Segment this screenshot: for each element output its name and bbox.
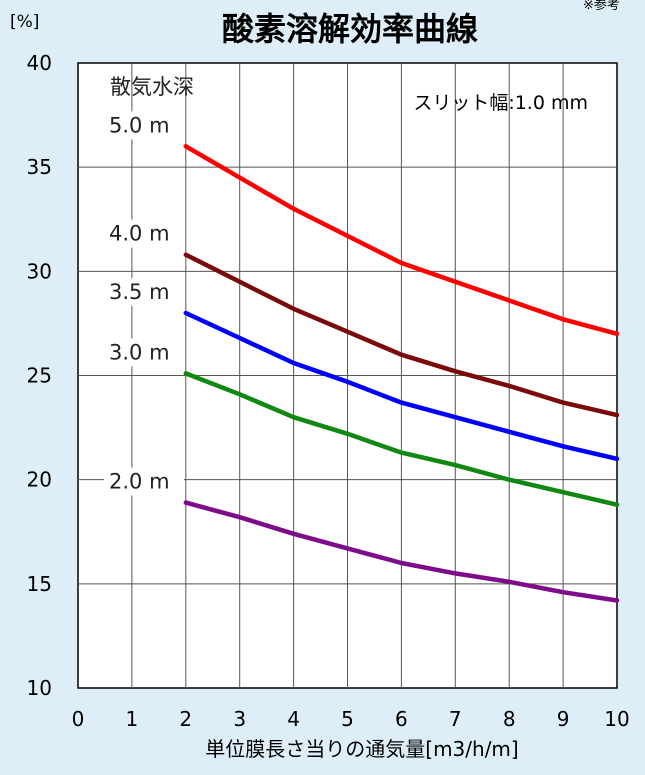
y-tick-label: 35	[27, 155, 52, 179]
x-tick-label: 7	[449, 707, 462, 731]
series-line-1	[183, 252, 620, 418]
y-tick-label: 15	[27, 572, 52, 596]
x-tick-label: 0	[72, 707, 85, 731]
x-tick-label: 5	[341, 707, 354, 731]
chart-title: 酸素溶解効率曲線	[222, 10, 478, 48]
y-tick-label: 25	[27, 364, 52, 388]
series-label: 4.0 m	[109, 222, 170, 246]
series-line-2	[183, 310, 620, 462]
series-label-bg	[104, 467, 184, 496]
series-label: 3.5 m	[109, 280, 170, 304]
x-tick-label: 3	[233, 707, 246, 731]
y-tick-label: 30	[27, 259, 52, 283]
x-tick-label: 8	[503, 707, 516, 731]
x-tick-label: 9	[557, 707, 570, 731]
series-label-bg	[104, 278, 184, 306]
series-lines	[183, 144, 620, 603]
y-tick-label: 10	[27, 676, 52, 700]
x-tick-label: 4	[287, 707, 300, 731]
corner-note: ※参考	[583, 0, 620, 13]
x-tick-label: 2	[179, 707, 192, 731]
y-tick-label: 40	[27, 51, 52, 75]
series-line-4	[183, 500, 620, 603]
depth-heading: 散気水深	[110, 75, 194, 99]
x-tick-labels: 0 1 2 3 4 5 6 7 8 9 10	[72, 707, 630, 731]
series-label: 3.0 m	[109, 340, 170, 364]
x-tick-label: 6	[395, 707, 408, 731]
slit-width-annotation: スリット幅:1.0 mm	[413, 92, 588, 114]
series-line-3	[183, 371, 620, 507]
y-tick-label: 20	[27, 468, 52, 492]
series-label: 5.0 m	[109, 113, 170, 137]
y-tick-labels: 10 15 20 25 30 35 40	[27, 51, 52, 700]
series-labels: 5.0 m 4.0 m 3.5 m 3.0 m 2.0 m	[104, 111, 184, 496]
series-label: 2.0 m	[109, 470, 170, 494]
x-tick-label: 10	[604, 707, 629, 731]
series-label-bg	[104, 338, 184, 367]
series-line-0	[183, 144, 620, 337]
series-label-bg	[104, 219, 184, 248]
x-axis-label: 単位膜長さ当りの通気量[m3/h/m]	[205, 737, 518, 761]
series-label-bg	[104, 111, 184, 140]
x-tick-label: 1	[126, 707, 139, 731]
y-unit-label: [%]	[10, 12, 39, 32]
